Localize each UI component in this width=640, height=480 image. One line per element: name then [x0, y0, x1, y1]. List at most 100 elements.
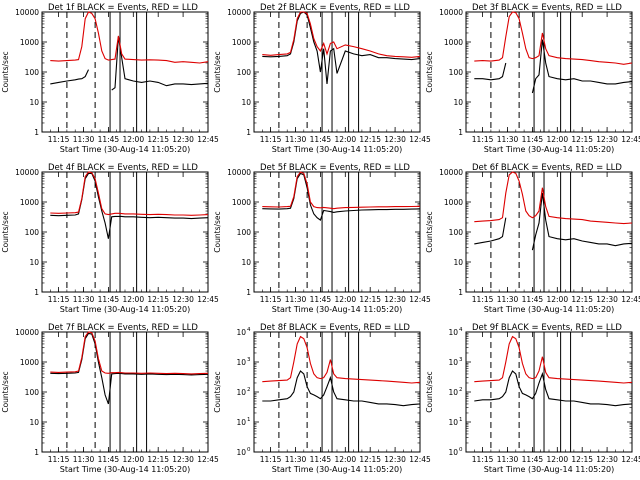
- chart-title: Det 2f BLACK = Events, RED = LLD: [260, 3, 410, 13]
- x-axis-label: Start Time (30-Aug-14 11:05:20): [272, 465, 403, 474]
- chart-title: Det 7f BLACK = Events, RED = LLD: [48, 323, 198, 333]
- chart-title: Det 4f BLACK = Events, RED = LLD: [48, 163, 198, 173]
- x-axis-label: Start Time (30-Aug-14 11:05:20): [60, 305, 191, 314]
- x-axis-label: Start Time (30-Aug-14 11:05:20): [272, 145, 403, 154]
- chart-title: Det 3f BLACK = Events, RED = LLD: [472, 3, 622, 13]
- x-tick-label: 11:15: [48, 295, 70, 304]
- y-tick-label: 10: [448, 358, 458, 367]
- y-tick-label: 10: [453, 98, 463, 107]
- series-line-events: [262, 371, 420, 406]
- x-tick-label: 11:45: [98, 135, 120, 144]
- chart-panel-6: Det 6f BLACK = Events, RED = LLD Counts/s…: [425, 163, 640, 314]
- x-tick-label: 12:30: [384, 455, 406, 464]
- y-tick-label: 1000: [20, 198, 39, 207]
- x-tick-label: 12:30: [384, 135, 406, 144]
- x-tick-label: 12:30: [596, 135, 618, 144]
- x-tick-label: 12:15: [359, 295, 381, 304]
- x-tick-label: 12:45: [621, 455, 640, 464]
- y-axis-label: Counts/sec: [213, 51, 222, 92]
- x-tick-label: 11:30: [285, 455, 307, 464]
- y-tick-label: 1000: [232, 198, 251, 207]
- chart-panel-2: Det 2f BLACK = Events, RED = LLD Counts/s…: [213, 3, 431, 154]
- x-tick-label: 12:30: [172, 135, 194, 144]
- y-tick-label: 1000: [444, 38, 463, 47]
- chart-panel-9: Det 9f BLACK = Events, RED = LLD Counts/s…: [425, 323, 640, 474]
- y-tick-label: 10000: [15, 8, 39, 17]
- y-tick-exponent: 2: [247, 387, 251, 393]
- x-tick-label: 11:15: [472, 135, 494, 144]
- x-tick-label: 12:30: [172, 455, 194, 464]
- y-tick-label: 1: [34, 128, 39, 137]
- x-tick-label: 12:00: [122, 295, 144, 304]
- x-tick-label: 12:45: [621, 295, 640, 304]
- series-line-events: [474, 40, 632, 93]
- x-tick-label: 12:15: [571, 135, 593, 144]
- y-tick-exponent: 3: [459, 357, 463, 363]
- y-tick-label: 10: [236, 388, 246, 397]
- detector-lightcurve-grid: Det 1f BLACK = Events, RED = LLDCounts/s…: [0, 0, 640, 480]
- series-line-lld: [50, 172, 208, 215]
- series-line-lld: [262, 337, 420, 383]
- x-tick-label: 11:45: [522, 135, 544, 144]
- x-tick-label: 11:45: [310, 135, 332, 144]
- x-tick-label: 11:30: [73, 135, 95, 144]
- y-tick-label: 100: [25, 388, 40, 397]
- x-tick-label: 12:45: [621, 135, 640, 144]
- y-tick-label: 1000: [444, 198, 463, 207]
- y-axis-label: Counts/sec: [425, 211, 434, 252]
- y-axis-label: Counts/sec: [213, 371, 222, 412]
- x-axis-label: Start Time (30-Aug-14 11:05:20): [484, 465, 615, 474]
- x-tick-label: 11:30: [73, 455, 95, 464]
- y-tick-label: 10: [29, 258, 39, 267]
- y-tick-label: 10: [29, 98, 39, 107]
- chart-panel-5: Det 5f BLACK = Events, RED = LLD Counts/s…: [213, 163, 431, 314]
- y-tick-label: 1000: [232, 38, 251, 47]
- y-tick-exponent: 2: [459, 387, 463, 393]
- chart-title: Det 6f BLACK = Events, RED = LLD: [472, 163, 622, 173]
- x-tick-label: 12:45: [409, 135, 431, 144]
- y-tick-label: 1: [458, 128, 463, 137]
- x-axis-label: Start Time (30-Aug-14 11:05:20): [60, 145, 191, 154]
- series-line-lld: [50, 12, 208, 63]
- chart-panel-8: Det 8f BLACK = Events, RED = LLD Counts/s…: [213, 323, 431, 474]
- series-line-events: [262, 12, 420, 84]
- series-line-lld: [474, 12, 632, 64]
- x-tick-label: 12:00: [546, 455, 568, 464]
- chart-panel-3: Det 3f BLACK = Events, RED = LLD Counts/s…: [425, 3, 640, 154]
- y-tick-label: 100: [449, 68, 464, 77]
- chart-title: Det 9f BLACK = Events, RED = LLD: [472, 323, 622, 333]
- y-tick-label: 100: [25, 228, 40, 237]
- chart-panel-1: Det 1f BLACK = Events, RED = LLD Counts/s…: [1, 3, 219, 154]
- x-tick-label: 12:00: [122, 135, 144, 144]
- y-axis-label: Counts/sec: [1, 51, 10, 92]
- y-axis-label: Counts/sec: [1, 371, 10, 412]
- x-tick-label: 12:45: [409, 455, 431, 464]
- x-tick-label: 12:00: [334, 455, 356, 464]
- y-tick-label: 10: [448, 328, 458, 337]
- x-tick-label: 11:15: [472, 295, 494, 304]
- x-tick-label: 11:30: [73, 295, 95, 304]
- x-tick-label: 12:15: [147, 135, 169, 144]
- x-tick-label: 12:00: [546, 295, 568, 304]
- y-tick-exponent: 4: [247, 327, 251, 333]
- x-tick-label: 11:45: [310, 455, 332, 464]
- y-tick-label: 100: [237, 68, 252, 77]
- series-line-events: [50, 333, 208, 404]
- x-tick-label: 11:15: [260, 135, 282, 144]
- y-axis-label: Counts/sec: [1, 211, 10, 252]
- x-axis-label: Start Time (30-Aug-14 11:05:20): [272, 305, 403, 314]
- y-tick-label: 1: [34, 288, 39, 297]
- x-tick-label: 12:00: [122, 455, 144, 464]
- x-tick-label: 12:15: [359, 135, 381, 144]
- y-axis-label: Counts/sec: [425, 51, 434, 92]
- x-tick-label: 11:15: [48, 455, 70, 464]
- series-line-events: [474, 193, 632, 250]
- x-tick-label: 11:30: [285, 295, 307, 304]
- x-tick-label: 12:30: [172, 295, 194, 304]
- x-tick-label: 12:00: [334, 135, 356, 144]
- x-tick-label: 11:15: [472, 455, 494, 464]
- x-tick-label: 12:30: [596, 295, 618, 304]
- x-tick-label: 12:15: [571, 295, 593, 304]
- x-tick-label: 12:30: [384, 295, 406, 304]
- series-line-events: [474, 371, 632, 406]
